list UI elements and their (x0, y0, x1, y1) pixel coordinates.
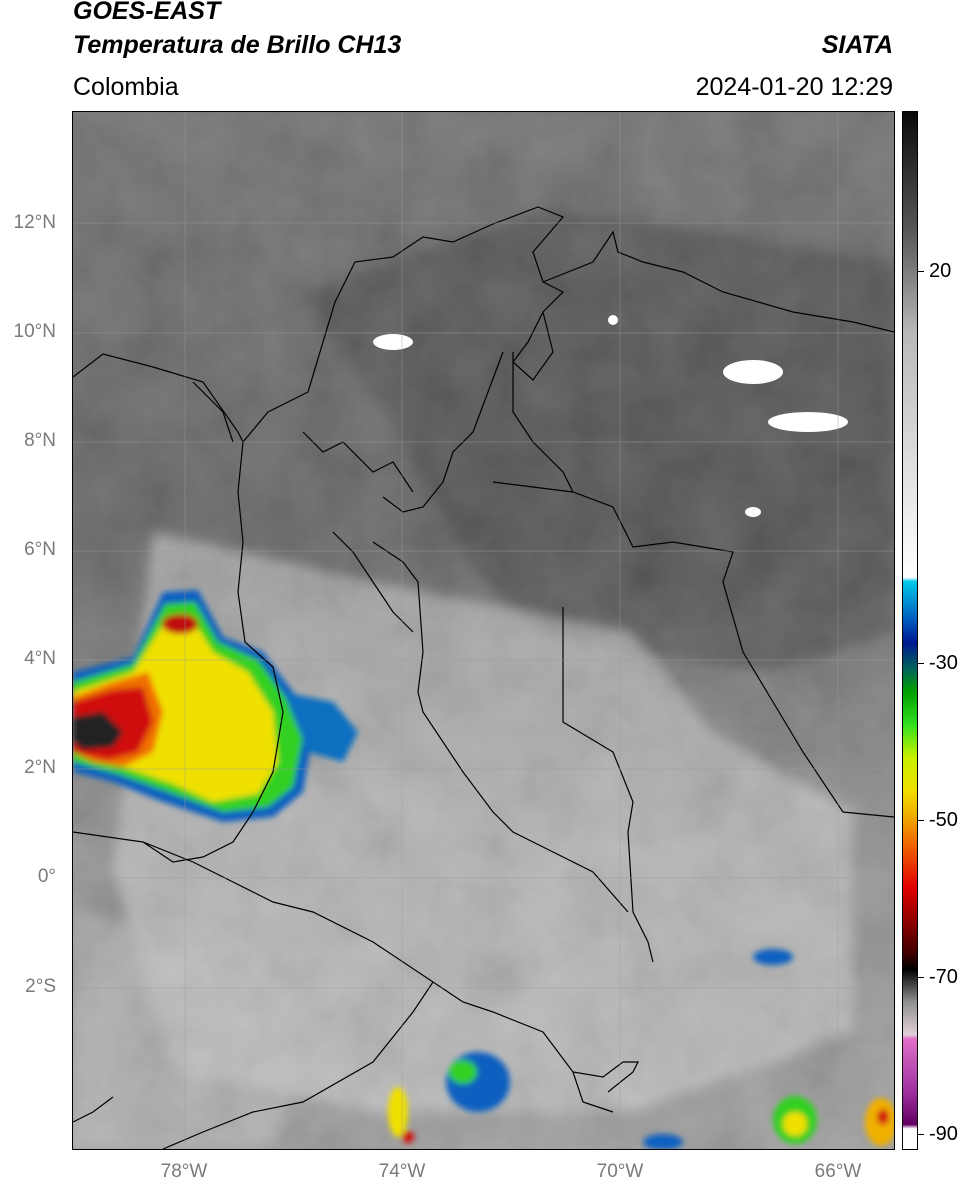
region-label: Colombia (73, 73, 179, 101)
colorbar-label-m70: -70 (929, 966, 958, 988)
lon-label-74w: 74°W (378, 1161, 426, 1182)
lon-label-66w: 66°W (814, 1161, 862, 1182)
colorbar-label-m50: -50 (929, 809, 958, 831)
lon-label-70w: 70°W (596, 1161, 644, 1182)
lat-label-8n: 8°N (24, 430, 56, 451)
colorbar-tick-m30 (917, 663, 924, 664)
country-boundaries (73, 206, 894, 1149)
product-title: Temperatura de Brillo CH13 (73, 31, 402, 59)
colorbar-tick-20 (917, 271, 924, 272)
colorbar-label-m90: -90 (929, 1123, 958, 1145)
colorbar-label-20: 20 (929, 260, 952, 282)
lat-label-10n: 10°N (13, 321, 56, 342)
satellite-title: GOES-EAST (73, 0, 221, 25)
convective-cluster-pacific (73, 590, 358, 822)
agency-label: SIATA (821, 31, 893, 59)
colorbar (902, 111, 918, 1150)
colorbar-tick-m70 (917, 977, 924, 978)
satellite-map[interactable] (72, 111, 895, 1150)
lon-label-78w: 78°W (160, 1161, 208, 1182)
graticule (73, 112, 894, 1149)
colorbar-label-m30: -30 (929, 652, 958, 674)
convective-cells-east (388, 949, 894, 1149)
map-svg (73, 112, 894, 1149)
lat-label-6n: 6°N (24, 539, 56, 560)
lat-label-4n: 4°N (24, 648, 56, 669)
lat-label-2n: 2°N (24, 757, 56, 778)
lat-label-2s: 2°S (25, 976, 56, 997)
colorbar-tick-m50 (917, 820, 924, 821)
hot-spots (373, 315, 848, 517)
colorbar-tick-m90 (917, 1134, 924, 1135)
lat-label-0: 0° (37, 866, 56, 887)
datetime-label: 2024-01-20 12:29 (695, 73, 893, 101)
lat-label-12n: 12°N (13, 212, 56, 233)
